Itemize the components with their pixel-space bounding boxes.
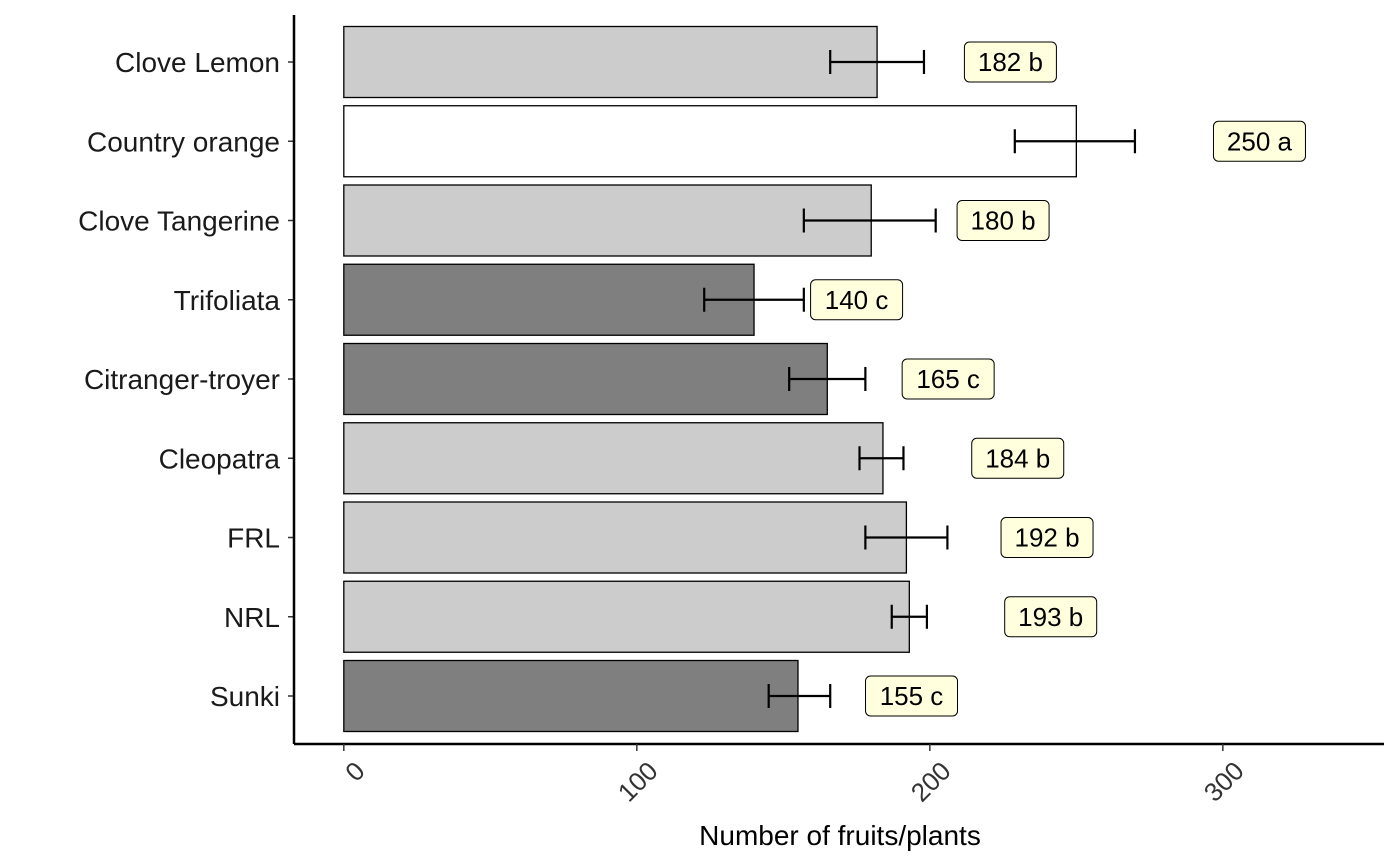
error-bar-trifoliata [703,287,805,312]
y-tick-label-frl: FRL [227,523,280,554]
bar-sunki [343,659,799,733]
bar-clove-tangerine [343,184,872,257]
y-tick-label-cleopatra: Cleopatra [159,443,281,474]
data-label-text: 182 b [978,47,1043,77]
error-bar-clove-lemon [829,50,926,74]
data-label-box [810,279,904,321]
bar-citranger-troyer [343,342,828,416]
error-bar-nrl [890,604,929,629]
data-label-text: 140 c [825,285,889,315]
data-labels-layer: 182 b 250 a 180 b 140 c 165 c 184 b 192 b 193 b… [810,41,1306,717]
data-label-clove-lemon: 182 b [963,41,1057,83]
axes-layer: Clove Lemon Country orange Clove Tangerine… [78,15,1384,808]
y-tick-label-trifoliata: Trifoliata [174,285,281,316]
data-label-trifoliata: 140 c [810,279,904,321]
y-tick-label-sunki: Sunki [210,681,280,712]
error-bar-frl [864,525,949,550]
y-tick-label-nrl: NRL [224,602,280,633]
y-tick-label-citranger-troyer: Citranger-troyer [84,364,280,395]
data-label-text: 180 b [971,206,1036,236]
data-label-box [963,41,1057,83]
y-tick-label-country-orange: Country orange [87,126,280,157]
data-label-box [1212,120,1306,162]
data-label-frl: 192 b [1000,517,1094,558]
bar-trifoliata [343,263,755,336]
bar-country-orange [343,105,1077,178]
bar-frl [343,501,908,574]
data-label-box [1000,517,1094,558]
data-label-box [956,200,1050,241]
error-bar-country-orange [1013,129,1137,154]
data-label-sunki: 155 c [865,675,959,717]
x-tick-label-300: 300 [1198,756,1250,808]
error-bar-sunki [767,684,832,708]
data-label-cleopatra: 184 b [971,437,1065,479]
data-label-text: 250 a [1227,126,1293,156]
data-label-text: 184 b [985,443,1050,473]
data-label-box [901,358,995,400]
data-label-text: 155 c [880,681,944,711]
bar-cleopatra [343,422,884,495]
error-bar-clove-tangerine [802,208,937,233]
bar-clove-lemon [343,25,878,99]
data-label-citranger-troyer: 165 c [901,358,995,400]
data-label-text: 192 b [1014,523,1079,553]
x-axis-title: Number of fruits/plants [699,820,981,851]
x-tick-label-0: 0 [339,756,370,787]
data-label-box [971,437,1065,479]
error-bar-citranger-troyer [788,367,867,391]
x-tick-label-200: 200 [905,756,957,808]
error-bar-cleopatra [858,446,905,471]
y-tick-label-clove-lemon: Clove Lemon [115,47,280,78]
data-label-text: 165 c [916,364,980,394]
bars-layer [343,25,1077,733]
x-tick-label-100: 100 [612,756,664,808]
data-label-country-orange: 250 a [1212,120,1306,162]
data-label-text: 193 b [1018,602,1083,632]
data-label-box [1004,596,1098,638]
bar-nrl [343,580,910,653]
y-tick-label-clove-tangerine: Clove Tangerine [78,206,280,237]
data-label-box [865,675,959,717]
data-label-clove-tangerine: 180 b [956,200,1050,241]
data-label-nrl: 193 b [1004,596,1098,638]
error-bars-layer [703,50,1137,708]
